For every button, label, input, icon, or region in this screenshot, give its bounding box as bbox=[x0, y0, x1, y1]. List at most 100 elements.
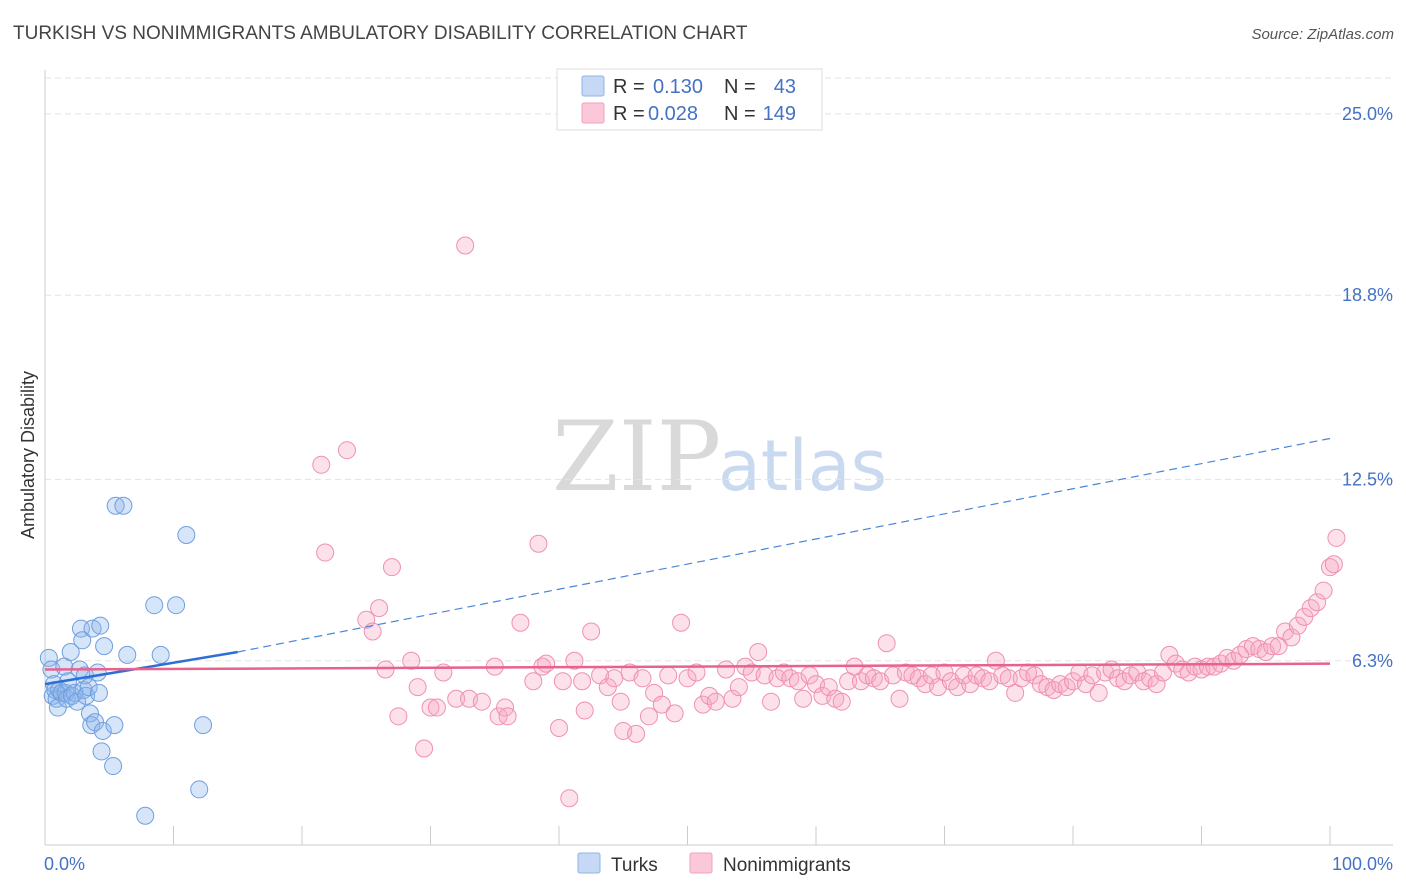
data-point bbox=[890, 689, 909, 708]
data-point bbox=[79, 678, 98, 697]
data-point bbox=[88, 663, 107, 682]
data-point bbox=[370, 599, 389, 618]
data-point bbox=[312, 455, 331, 474]
series-nonimmigrants bbox=[312, 236, 1346, 808]
series-legend: Turks Nonimmigrants bbox=[577, 852, 851, 876]
data-point bbox=[723, 689, 742, 708]
data-point bbox=[456, 236, 475, 255]
watermark: ZIP atlas bbox=[552, 401, 887, 513]
legend-n-value-turks: 43 bbox=[774, 76, 796, 98]
data-point bbox=[92, 742, 111, 761]
data-point bbox=[136, 806, 155, 825]
data-point bbox=[524, 672, 543, 691]
data-point bbox=[1327, 528, 1346, 547]
data-point bbox=[598, 678, 617, 697]
data-point bbox=[877, 634, 896, 653]
data-point bbox=[560, 789, 579, 808]
data-point bbox=[421, 698, 440, 717]
data-point bbox=[672, 613, 691, 632]
data-point bbox=[447, 689, 466, 708]
data-point bbox=[415, 739, 434, 758]
watermark-atlas: atlas bbox=[718, 425, 887, 507]
data-point bbox=[1076, 675, 1095, 694]
watermark-zip: ZIP bbox=[552, 401, 721, 513]
data-point bbox=[565, 651, 584, 670]
data-point bbox=[93, 721, 112, 740]
legend-swatch-turks bbox=[581, 75, 605, 97]
data-point bbox=[52, 683, 71, 702]
data-point bbox=[472, 692, 491, 711]
legend-n-value-nonimmigrants: 149 bbox=[763, 103, 796, 125]
legend-n-label-turks: N = bbox=[724, 76, 756, 98]
x-tick-label-max: 100.0% bbox=[1332, 854, 1393, 874]
data-point bbox=[794, 689, 813, 708]
data-point bbox=[819, 678, 838, 697]
data-point bbox=[954, 666, 973, 685]
data-point bbox=[89, 683, 108, 702]
data-point bbox=[935, 663, 954, 682]
trend-lines bbox=[44, 437, 1331, 686]
y-axis-label: Ambulatory Disability bbox=[18, 371, 38, 539]
y-tick-label: 25.0% bbox=[1342, 104, 1393, 124]
y-tick-labels: 6.3% 12.5% 18.8% 25.0% bbox=[1342, 104, 1393, 671]
axes bbox=[44, 70, 1393, 846]
data-point bbox=[427, 698, 446, 717]
legend-swatch-nonimmigrants bbox=[581, 102, 605, 124]
gridlines bbox=[45, 77, 1393, 662]
data-point bbox=[177, 526, 196, 544]
data-point bbox=[357, 610, 376, 629]
data-point bbox=[167, 596, 186, 615]
data-point bbox=[402, 651, 421, 670]
data-point bbox=[1314, 581, 1333, 600]
data-point bbox=[382, 558, 401, 577]
data-point bbox=[1147, 675, 1166, 694]
data-point bbox=[652, 695, 671, 714]
x-tick-label-min: 0.0% bbox=[44, 854, 85, 874]
legend-n-label-nonimmigrants: N = bbox=[724, 103, 756, 125]
data-point bbox=[194, 716, 213, 735]
data-point bbox=[749, 642, 768, 661]
data-point bbox=[706, 692, 725, 711]
data-point bbox=[582, 622, 601, 641]
series-turks bbox=[39, 496, 213, 825]
data-point bbox=[1263, 637, 1282, 656]
data-point bbox=[729, 678, 748, 697]
data-point bbox=[611, 692, 630, 711]
stats-legend: R = 0.130 N = 43 R = 0.028 N = 149 bbox=[556, 68, 823, 131]
data-point bbox=[511, 613, 530, 632]
data-point bbox=[762, 692, 781, 711]
series-legend-swatch-turks bbox=[577, 852, 601, 874]
data-point bbox=[1288, 616, 1307, 635]
data-point bbox=[104, 757, 123, 776]
data-point bbox=[639, 707, 658, 726]
legend-r-label-turks: R = bbox=[613, 76, 645, 98]
data-point bbox=[659, 666, 678, 685]
data-point bbox=[529, 534, 548, 553]
data-point bbox=[337, 441, 356, 460]
y-tick-label: 12.5% bbox=[1342, 469, 1393, 489]
data-point bbox=[1295, 607, 1314, 626]
data-point bbox=[39, 648, 58, 667]
data-point bbox=[106, 496, 125, 515]
data-point bbox=[376, 660, 395, 679]
data-point bbox=[1308, 593, 1327, 612]
legend-r-value-turks: 0.130 bbox=[653, 76, 703, 98]
data-point bbox=[498, 707, 517, 726]
data-point bbox=[114, 496, 133, 515]
data-point bbox=[687, 663, 706, 682]
data-point bbox=[832, 692, 851, 711]
data-point bbox=[408, 678, 427, 697]
data-point bbox=[573, 672, 592, 691]
data-point bbox=[1324, 555, 1343, 574]
data-point bbox=[95, 637, 114, 656]
data-point bbox=[1282, 628, 1301, 647]
data-point bbox=[73, 631, 92, 650]
data-point bbox=[1025, 666, 1044, 685]
data-point bbox=[61, 642, 80, 661]
data-point bbox=[627, 724, 646, 743]
data-point bbox=[118, 645, 137, 664]
data-point bbox=[190, 780, 209, 799]
data-point bbox=[575, 701, 594, 720]
data-point bbox=[80, 704, 99, 723]
x-tick-marks bbox=[44, 826, 1331, 845]
